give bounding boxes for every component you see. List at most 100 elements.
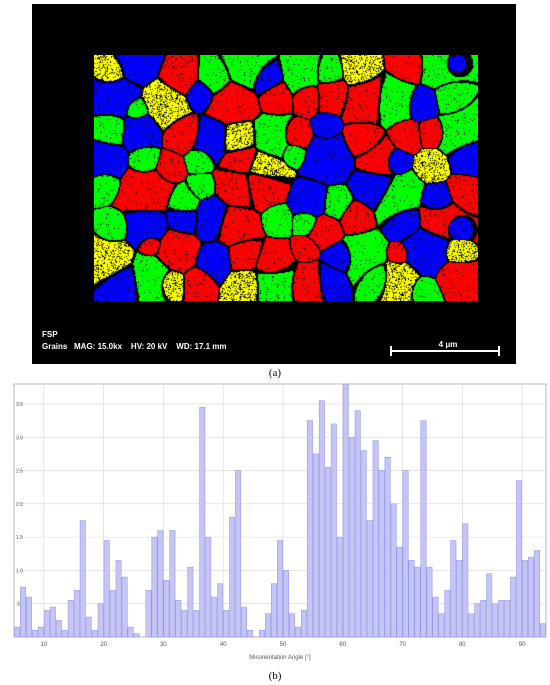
- histogram-bar: [366, 520, 373, 638]
- histogram-bar: [241, 606, 248, 638]
- x-tick-label: 70: [399, 642, 406, 648]
- y-tick-label: 2.5: [16, 469, 23, 475]
- x-tick-label: 30: [160, 642, 167, 648]
- histogram-bar: [384, 456, 391, 638]
- histogram-bar: [390, 503, 397, 638]
- histogram-bar: [283, 570, 289, 638]
- histogram-bar: [504, 600, 511, 638]
- histogram-bar: [61, 630, 68, 638]
- histogram-bar: [103, 540, 110, 638]
- histogram-bar: [223, 610, 230, 638]
- sem-info-line2: Grains MAG: 15.0kx HV: 20 kV WD: 17.1 mm: [42, 342, 227, 351]
- histogram-bar: [300, 610, 307, 638]
- misorientation-histogram: .5 1.0 1.5 2.0 2.5 3.0 3.5 10 20 30 40 50 60 70 80 90 M…: [13, 383, 547, 661]
- y-tick-label: .5: [16, 602, 20, 608]
- histogram-bar: [330, 423, 337, 638]
- histogram-bar: [157, 530, 164, 638]
- histogram-bar: [91, 630, 98, 638]
- histogram-bar: [37, 626, 44, 638]
- histogram-bar: [492, 603, 499, 638]
- histogram-bar: [528, 556, 534, 638]
- histogram-bar: [115, 560, 122, 638]
- histogram-bar: [402, 470, 409, 638]
- histogram-bar: [127, 626, 134, 638]
- sem-info-line1: FSP: [42, 330, 58, 339]
- scale-bar: [390, 346, 500, 356]
- x-tick-label: 40: [220, 642, 227, 648]
- histogram-bar: [534, 550, 540, 638]
- histogram-bar: [181, 610, 188, 638]
- histogram-bar: [97, 603, 104, 638]
- histogram-bar: [342, 383, 349, 638]
- histogram-bar: [79, 520, 86, 638]
- caption-a: (a): [268, 367, 282, 379]
- histogram-bar: [414, 566, 421, 638]
- histogram-bar: [522, 560, 529, 638]
- histogram-bar: [306, 420, 313, 638]
- histogram-bar: [247, 630, 254, 638]
- histogram-bar: [348, 437, 355, 638]
- x-tick-label: 50: [280, 642, 287, 648]
- histogram-bar: [271, 583, 277, 638]
- histogram-bar: [73, 590, 80, 638]
- histogram-bar: [438, 613, 445, 638]
- histogram-bar: [85, 616, 92, 638]
- histogram-bar: [480, 600, 487, 638]
- y-tick-label: 3.0: [16, 435, 23, 441]
- y-tick-label: 3.5: [16, 402, 23, 408]
- scale-bar-label: 4 μm: [438, 340, 458, 349]
- histogram-bar: [259, 630, 266, 638]
- histogram-bar: [468, 613, 475, 638]
- histogram-bar: [474, 603, 481, 638]
- histogram-bar: [151, 536, 158, 638]
- histogram-bar: [462, 523, 469, 638]
- histogram-bar: [444, 590, 451, 638]
- y-tick-label: 2.0: [16, 502, 23, 508]
- ebsd-grain-map-panel: FSP Grains MAG: 15.0kx HV: 20 kV WD: 17.…: [32, 4, 516, 364]
- caption-b: (b): [268, 670, 282, 682]
- histogram-bar: [109, 590, 116, 638]
- histogram-bar: [510, 576, 517, 638]
- histogram-bar: [26, 596, 32, 638]
- histogram-bar: [408, 560, 415, 638]
- histogram-bar: [235, 470, 242, 638]
- histogram-bar: [14, 626, 20, 638]
- histogram-bar: [289, 613, 295, 638]
- histogram-bar: [498, 600, 505, 638]
- histogram-bar: [187, 566, 194, 638]
- histogram-bar: [360, 450, 367, 638]
- histogram-bar: [20, 586, 26, 638]
- histogram-bar: [396, 546, 403, 638]
- histogram-bar: [486, 573, 493, 638]
- x-tick-label: 80: [459, 642, 466, 648]
- histogram-bar: [193, 610, 200, 638]
- x-tick-label: 10: [41, 642, 48, 648]
- histogram-bar: [450, 540, 457, 638]
- histogram-bar: [169, 530, 176, 638]
- histogram-bar: [163, 580, 170, 638]
- y-tick-label: 1.0: [16, 568, 23, 574]
- histogram-bar: [229, 516, 236, 638]
- histogram-bar: [312, 453, 319, 638]
- histogram-bar: [318, 400, 325, 638]
- histogram-bar: [420, 420, 427, 638]
- histogram-bar: [55, 620, 62, 638]
- histogram-bar: [133, 633, 140, 638]
- histogram-bar: [205, 536, 212, 638]
- x-axis-label: Misorientation Angle [°]: [249, 655, 311, 661]
- histogram-bar: [175, 600, 182, 638]
- histogram-bar: [378, 470, 385, 638]
- histogram-bar: [540, 623, 546, 638]
- histogram-bar: [121, 576, 128, 638]
- x-tick-label: 90: [519, 642, 526, 648]
- histogram-bar: [31, 630, 38, 638]
- histogram-bar: [336, 536, 343, 638]
- histogram-bar: [43, 610, 50, 638]
- histogram-bar: [199, 407, 206, 638]
- histogram-bar: [67, 600, 74, 638]
- histogram-bar: [211, 596, 218, 638]
- y-tick-label: 1.5: [16, 535, 23, 541]
- ebsd-grain-map-image: [94, 55, 478, 301]
- x-tick-label: 20: [100, 642, 107, 648]
- histogram-bar: [372, 440, 379, 638]
